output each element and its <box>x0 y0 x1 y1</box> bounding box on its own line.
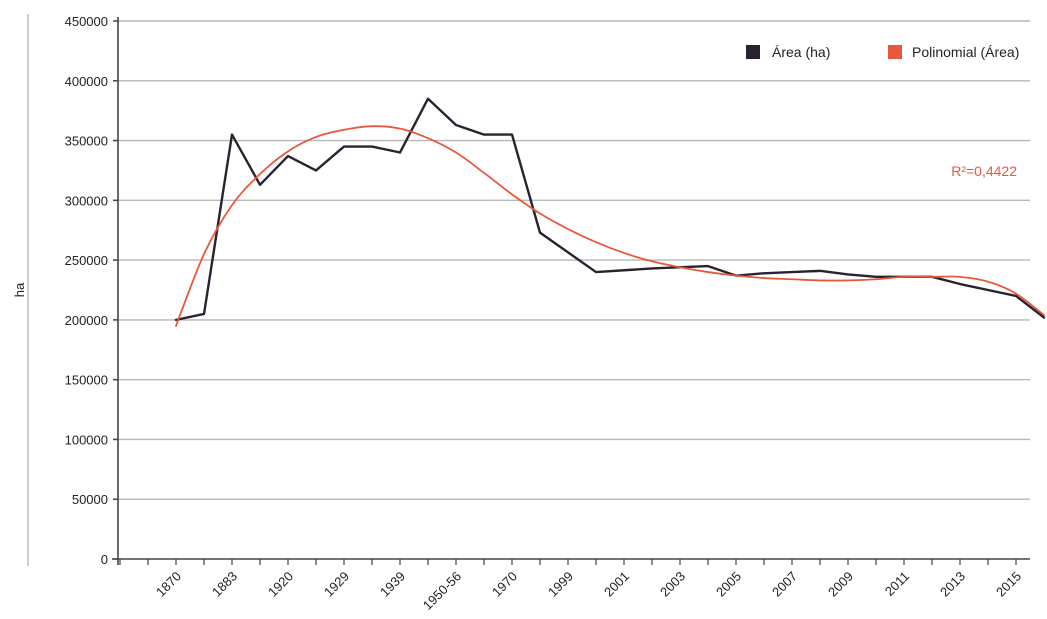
x-tick-label-1929: 1929 <box>321 569 352 600</box>
y-axis-label: ha <box>12 282 27 297</box>
x-tick-labels: 1870 1883 1920 1929 1939 1950-56 1970 1999 2001 2… <box>153 569 1024 613</box>
y-tick-label-250000: 250000 <box>65 253 108 268</box>
x-tick-label-2015: 2015 <box>993 569 1024 600</box>
y-tick-label-350000: 350000 <box>65 134 108 149</box>
x-tick-label-2007: 2007 <box>769 569 800 600</box>
grid-lines <box>118 20 1030 500</box>
r-squared-annotation: R²=0,4422 <box>951 163 1017 179</box>
x-tick-label-1870: 1870 <box>153 569 184 600</box>
legend-swatch-area <box>746 45 760 59</box>
y-tick-label-200000: 200000 <box>65 313 108 328</box>
x-tick-label-2001: 2001 <box>601 569 632 600</box>
legend: Área (ha) Polinomial (Área) <box>746 44 1019 60</box>
legend-label-area: Área (ha) <box>772 44 830 60</box>
y-tick-labels: 0 50000 100000 150000 200000 250000 300000 3500… <box>65 14 108 567</box>
y-tick-label-0: 0 <box>101 552 108 567</box>
x-tick-label-2005: 2005 <box>713 569 744 600</box>
x-tick-label-2009: 2009 <box>825 569 856 600</box>
y-tick-label-150000: 150000 <box>65 373 108 388</box>
x-tick-label-2013: 2013 <box>937 569 968 600</box>
x-tick-label-1920: 1920 <box>265 569 296 600</box>
x-tick-label-1939: 1939 <box>377 569 408 600</box>
legend-swatch-polinomial <box>888 45 902 59</box>
x-tick-label-2011: 2011 <box>882 569 912 599</box>
series-lines <box>174 97 1046 327</box>
x-tick-label-2003: 2003 <box>657 569 688 600</box>
x-tick-label-1970: 1970 <box>489 569 520 600</box>
y-tick-label-50000: 50000 <box>72 492 108 507</box>
x-tick-label-1999: 1999 <box>545 569 576 600</box>
y-tick-label-300000: 300000 <box>65 193 108 208</box>
x-tick-label-1950-56: 1950-56 <box>420 569 464 613</box>
axes <box>27 14 1030 566</box>
y-tick-label-450000: 450000 <box>65 14 108 29</box>
x-tick-label-1883: 1883 <box>209 569 240 600</box>
series-line-polinomial <box>175 125 1045 327</box>
y-tick-label-400000: 400000 <box>65 74 108 89</box>
legend-label-polinomial: Polinomial (Área) <box>912 44 1019 60</box>
series-line-area <box>174 97 1046 322</box>
y-tick-label-100000: 100000 <box>65 432 108 447</box>
